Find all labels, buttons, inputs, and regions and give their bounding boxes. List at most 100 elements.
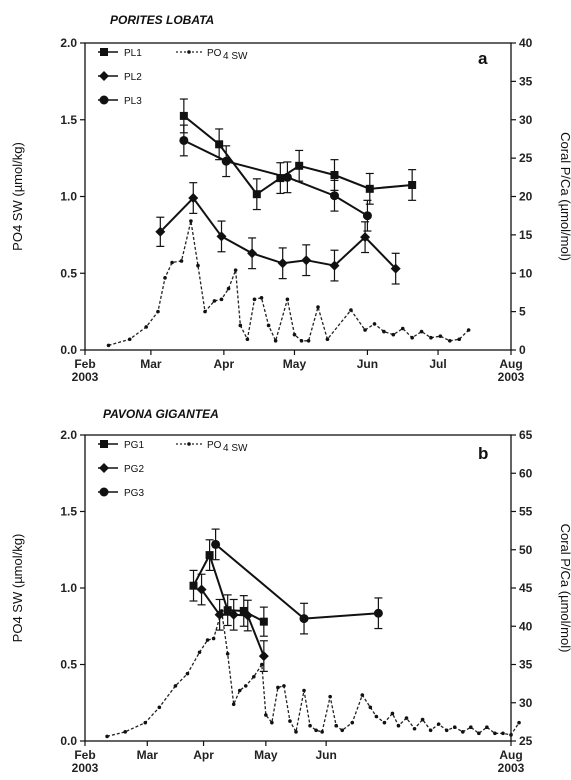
x-tick-label: Jun — [315, 748, 336, 762]
po4-sw-point — [292, 332, 297, 337]
po4-sw-point — [517, 720, 521, 725]
right-y-tick-label: 0 — [519, 343, 526, 357]
po4-sw-point — [205, 638, 210, 642]
pg2-point — [196, 584, 207, 595]
pl3-point — [362, 211, 372, 221]
right-y-tick-label: 30 — [519, 696, 533, 710]
po4-sw-point — [308, 723, 312, 728]
left-y-tick-label: 1.0 — [60, 581, 77, 595]
pg1-point — [205, 551, 214, 560]
pl2-point — [390, 263, 401, 274]
series-pg2 — [196, 573, 269, 672]
pg1-point — [223, 606, 232, 615]
po4-sw-point — [466, 328, 471, 332]
pg1-point — [189, 581, 198, 590]
po4-sw-point — [419, 329, 424, 334]
right-y-tick-label: 10 — [519, 266, 533, 280]
legend: PL1 PL2 PL3 PO 4 SW — [98, 48, 248, 107]
legend-label: PL3 — [124, 96, 142, 107]
po4-sw-point — [302, 688, 306, 693]
pl1-point — [295, 161, 304, 170]
po4-sw-point — [438, 334, 443, 338]
y-axis-label: PO4 SW (µmol/kg) — [10, 142, 25, 251]
po4-sw-point — [285, 297, 290, 302]
po4-sw-point — [170, 260, 174, 265]
pl2-line — [159, 196, 397, 270]
right-y-tick-label: 65 — [519, 428, 533, 442]
right-y-tick-label: 45 — [519, 581, 533, 595]
pg3-point — [211, 539, 221, 549]
panel-letter: a — [478, 49, 488, 68]
po4-sw-point — [391, 332, 396, 337]
pl1-point — [252, 190, 261, 199]
po4-sw-point — [266, 323, 271, 328]
pl2-point — [301, 255, 312, 266]
x-tick-year-label: 2003 — [498, 370, 525, 384]
pl3-point — [329, 191, 339, 201]
pl2-point — [188, 193, 199, 204]
y2-axis-label: Coral P/Ca (µmol/mol) — [558, 132, 571, 261]
panel-title: PORITES LOBATA — [110, 13, 214, 27]
x-tick-label: Feb — [74, 357, 95, 371]
x-tick-label: Mar — [140, 357, 162, 371]
po4-sw-line — [106, 610, 520, 738]
left-y-tick-label: 1.5 — [60, 113, 77, 127]
legend-sw-subscript: 4 SW — [223, 443, 248, 454]
pl2-point — [277, 258, 288, 269]
pl2-point — [247, 248, 258, 259]
left-y-tick-label: 0.0 — [60, 343, 77, 357]
chart-panel-a: PORITES LOBATA a 0.0 0.5 1.0 1.5 2.0 0 5 10 15 20 25… — [10, 13, 571, 384]
po4-sw-point — [252, 297, 257, 302]
po4-sw-point — [243, 684, 248, 688]
legend-marker — [99, 487, 109, 497]
pg1-point — [239, 606, 248, 615]
po4-sw-point — [260, 662, 264, 667]
legend-marker — [100, 440, 108, 448]
legend-marker — [99, 71, 109, 81]
po4-sw-point — [360, 693, 365, 697]
po4-sw-point — [123, 730, 127, 734]
pl2-point — [329, 260, 340, 271]
right-y-tick-label: 20 — [519, 190, 533, 204]
po4-sw-point — [314, 728, 318, 733]
pl1-point — [179, 111, 188, 120]
x-tick-label: May — [254, 748, 278, 762]
po4-sw-point — [448, 338, 452, 343]
right-y-tick-label: 40 — [519, 619, 533, 633]
pg1-point — [259, 617, 268, 626]
legend-label: PL2 — [124, 72, 142, 83]
po4-sw-point — [493, 731, 497, 736]
legend-marker — [99, 463, 109, 473]
po4-sw-point — [245, 337, 250, 342]
pg3-point — [299, 614, 309, 624]
right-y-tick-label: 40 — [519, 36, 533, 50]
po4-sw-point — [288, 719, 292, 723]
x-tick-year-label: 2003 — [72, 761, 99, 775]
series-pl2 — [155, 182, 401, 285]
panel-letter: b — [478, 444, 488, 463]
po4-sw-point — [334, 723, 338, 728]
pl1-line — [183, 115, 413, 196]
x-tick-label: Apr — [193, 748, 214, 762]
po4-sw-point — [226, 286, 231, 291]
left-y-tick-label: 1.0 — [60, 190, 77, 204]
po4-sw-point — [273, 338, 278, 343]
legend-marker — [100, 48, 108, 56]
po4-sw-line — [108, 220, 470, 347]
legend-sw-marker — [187, 50, 191, 54]
po4-sw-point — [420, 717, 425, 722]
po4-sw-point — [452, 725, 457, 730]
po4-sw-point — [238, 323, 243, 328]
po4-sw-point — [144, 325, 148, 329]
po4-sw-point — [163, 276, 167, 280]
po4-sw-point — [469, 725, 473, 730]
left-y-tick-label: 0.5 — [60, 658, 77, 672]
po4-sw-point — [404, 716, 409, 720]
right-y-tick-label: 35 — [519, 74, 533, 88]
po4-sw-point — [127, 337, 132, 342]
right-y-axis: 0 5 10 15 20 25 30 35 40 — [511, 36, 533, 357]
po4-sw-point — [173, 684, 178, 688]
right-y-tick-label: 60 — [519, 466, 533, 480]
legend-sw-label: PO — [207, 440, 222, 451]
